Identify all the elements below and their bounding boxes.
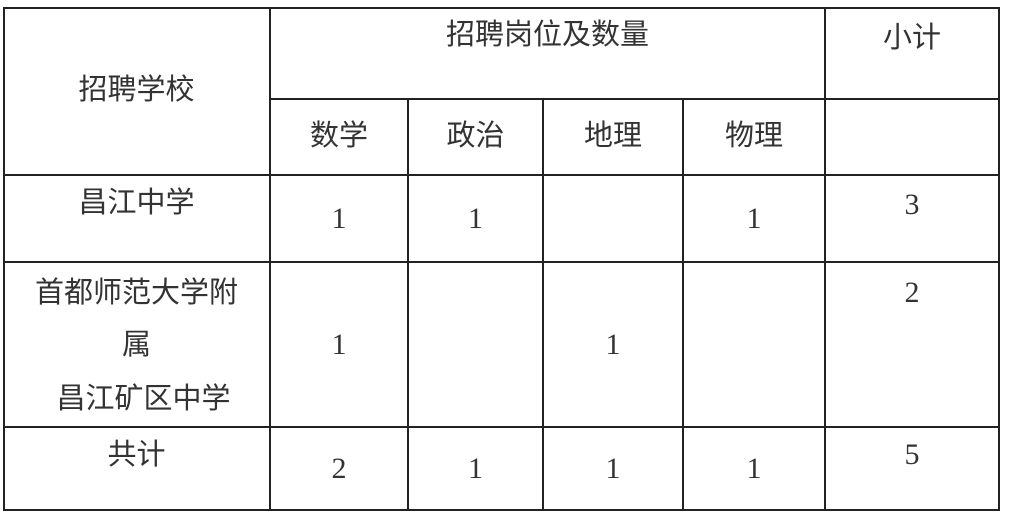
col-divider — [269, 7, 271, 511]
cell-value: 1 — [605, 452, 621, 485]
header-subject-physics: 物理 — [724, 118, 783, 152]
col-divider — [824, 7, 826, 511]
school-name: 昌江中学 — [78, 185, 195, 219]
cell-value: 1 — [746, 452, 762, 485]
row-divider — [3, 261, 999, 263]
border-bottom — [3, 509, 999, 511]
subtotal-value: 2 — [904, 276, 920, 309]
cell-value: 1 — [331, 202, 347, 235]
cell-value: 1 — [605, 328, 621, 361]
col-divider — [682, 98, 684, 511]
border-left — [3, 7, 5, 511]
col-divider — [407, 98, 409, 511]
border-right — [998, 7, 1000, 511]
school-name-line: 属 — [121, 327, 151, 361]
subtotal-value: 3 — [904, 188, 920, 221]
row-divider — [3, 174, 999, 176]
school-name-line: 昌江矿区中学 — [56, 381, 231, 415]
header-subject-math: 数学 — [309, 118, 368, 152]
row-divider — [270, 98, 999, 100]
border-top — [3, 7, 999, 9]
cell-value: 1 — [331, 328, 347, 361]
cell-value: 1 — [468, 452, 483, 485]
header-school: 招聘学校 — [78, 72, 195, 106]
header-subtotal: 小计 — [882, 20, 941, 54]
header-subject-politics: 政治 — [446, 118, 505, 152]
cell-value: 1 — [746, 202, 762, 235]
row-divider — [3, 426, 999, 428]
subtotal-value: 5 — [904, 438, 920, 471]
cell-value: 2 — [331, 452, 347, 485]
header-positions: 招聘岗位及数量 — [445, 17, 649, 51]
total-label: 共计 — [107, 437, 166, 471]
cell-value: 1 — [468, 202, 483, 235]
school-name-line: 首都师范大学附 — [34, 275, 238, 309]
header-subject-geography: 地理 — [583, 118, 642, 152]
col-divider — [542, 98, 544, 511]
